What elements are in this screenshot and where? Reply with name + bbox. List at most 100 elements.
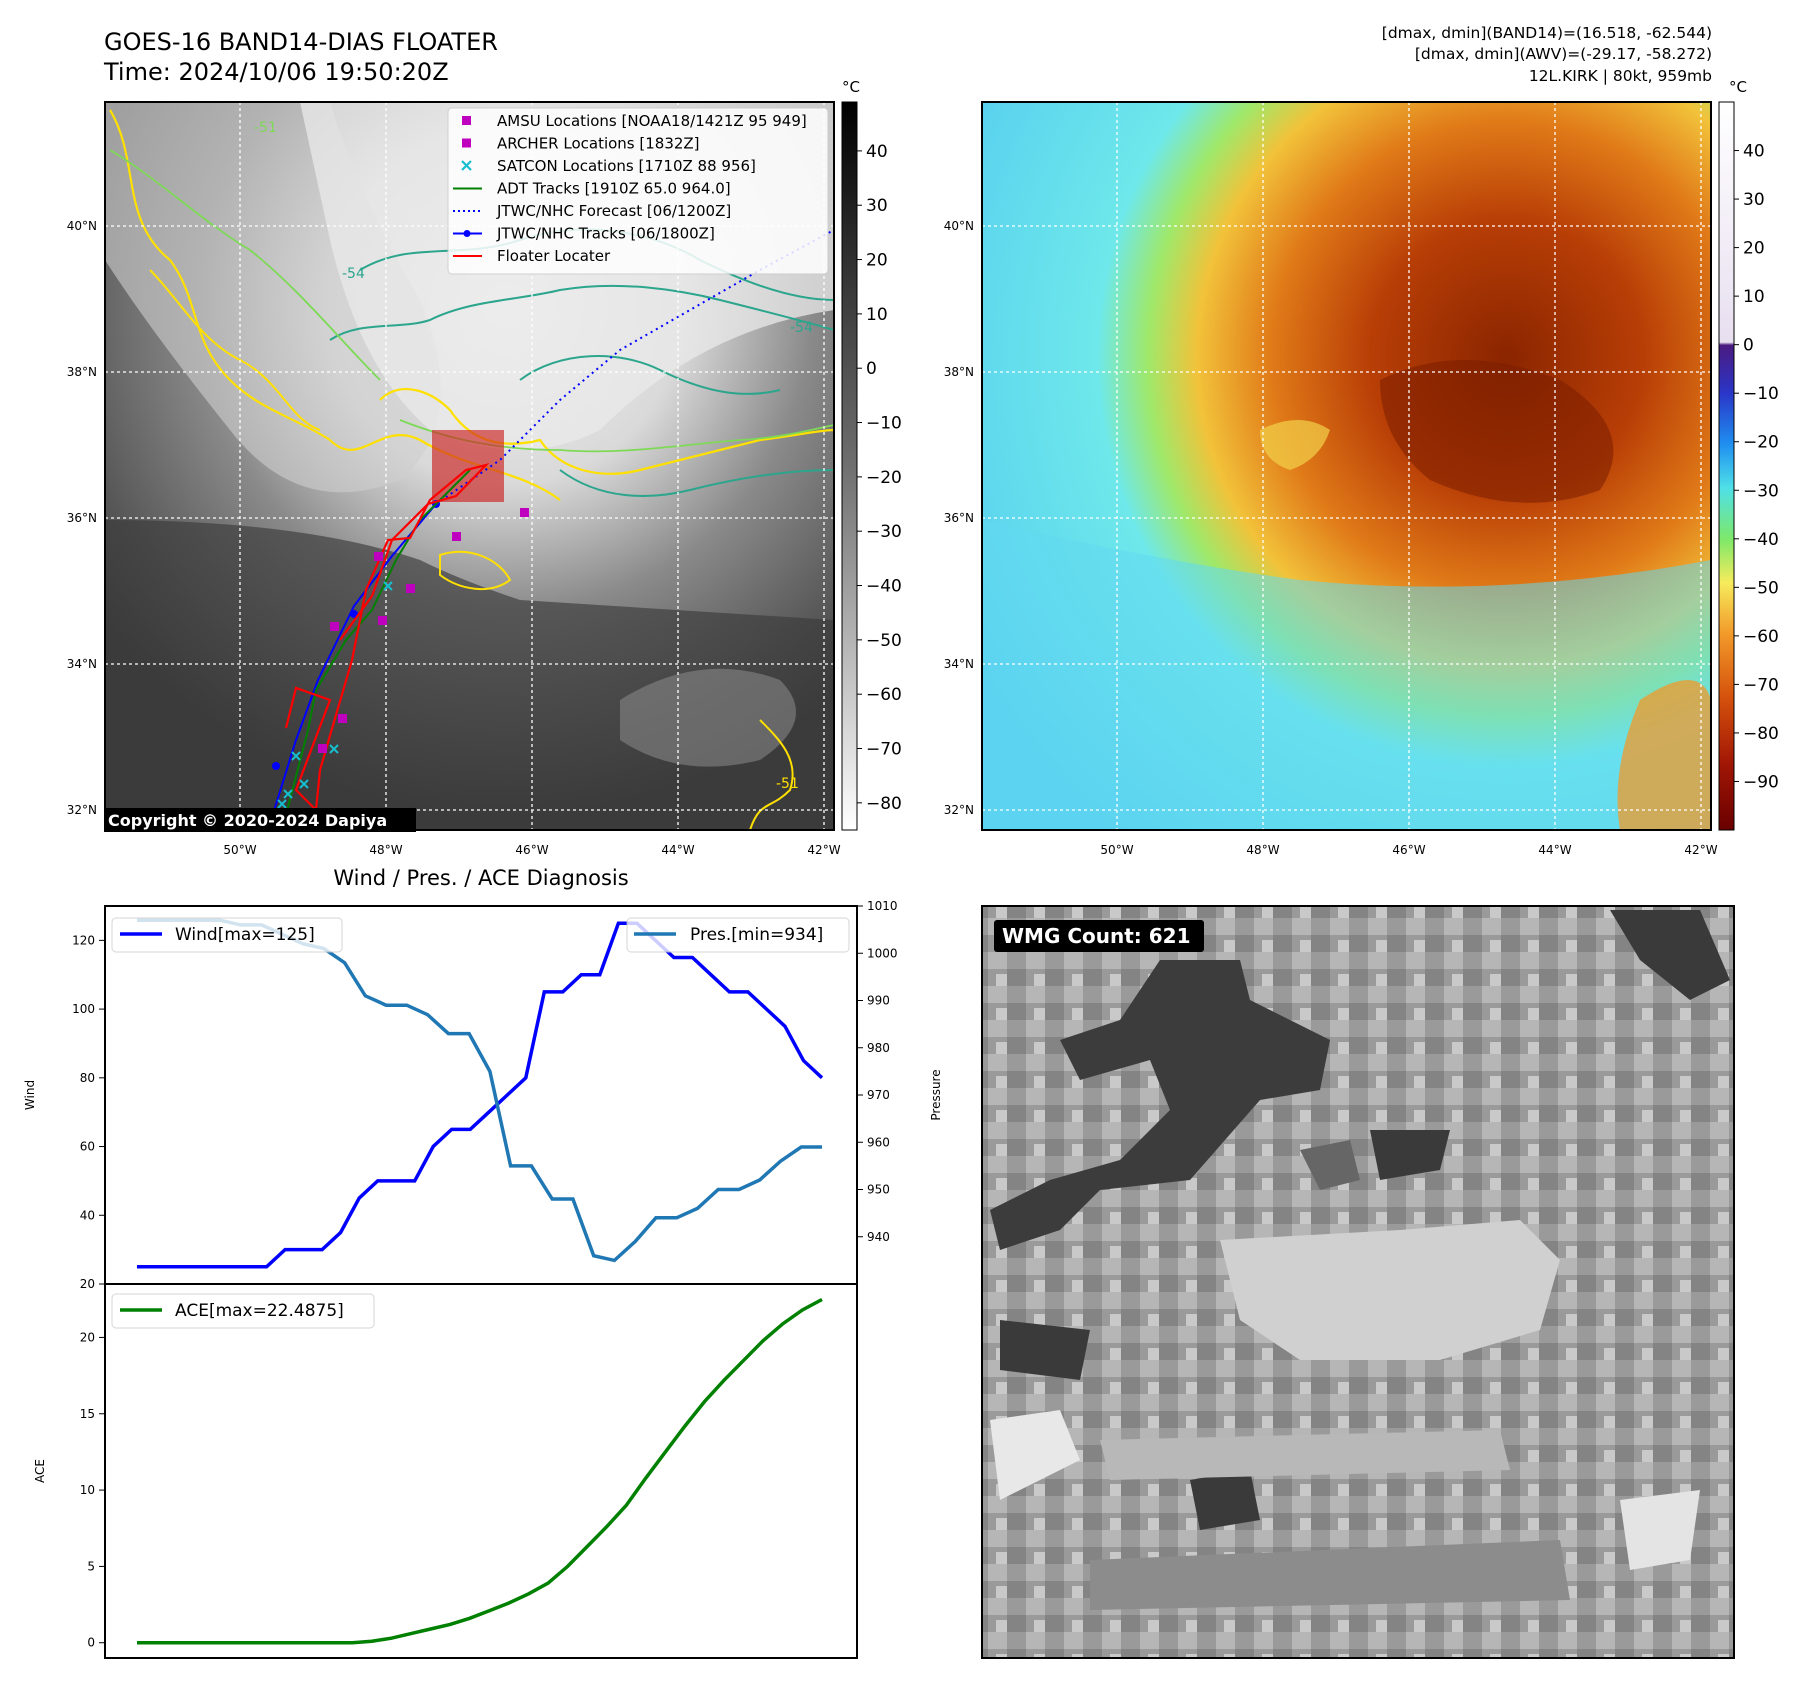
colorbar-tick-label: −50 (866, 631, 902, 651)
series-line-ace (137, 1297, 823, 1645)
colorbar-tick-label: −80 (866, 794, 902, 814)
bt-map-frame (981, 101, 1712, 831)
colorbar-tick-label: 20 (866, 251, 888, 271)
info-band14: [dmax, dmin](BAND14)=(16.518, -62.544) (1382, 24, 1712, 42)
colorbar-tick-label: 30 (866, 196, 888, 216)
bt-map-lat-ticks: 40°N 38°N 36°N 34°N 32°N (944, 219, 974, 817)
wind-axis-label: Wind (23, 1080, 37, 1110)
colorbar-tick-label: 40 (1743, 142, 1765, 162)
colorbar-tick-label: 40 (866, 142, 888, 162)
lon-tick-label: 44°W (661, 843, 694, 857)
ir-map-panel: -54 -54 -51 -51 AMSU Locations [NOAA18/1… (104, 101, 835, 832)
copyright-box (104, 808, 416, 832)
amsu-archer-points (318, 508, 529, 753)
contour-label: -54 (790, 320, 813, 336)
ace-chart: 0 5 10 15 20 ACE[max=22.4875] ACE (33, 1283, 858, 1659)
legend-label: Floater Locater (497, 247, 611, 265)
pressure-legend-box (626, 917, 850, 953)
colorbar-tick-label: 0 (866, 359, 877, 379)
lon-tick-label: 46°W (1392, 843, 1425, 857)
pressure-tick-label: 940 (867, 1230, 890, 1244)
ir-map-lon-ticks: 50°W 48°W 46°W 44°W 42°W (223, 843, 840, 857)
wind-tick-label: 120 (72, 933, 95, 947)
series-line-wind (137, 921, 824, 1269)
colorbar-tick-label: −30 (866, 522, 902, 542)
pressure-tick-label: 960 (867, 1135, 890, 1149)
ace-tick-label: 15 (80, 1407, 95, 1421)
satcon-points (277, 581, 393, 809)
lon-tick-label: 50°W (223, 843, 256, 857)
colorbar-tick-label: −30 (1743, 481, 1779, 501)
colorbar-tick-label: −40 (1743, 530, 1779, 550)
lon-tick-label: 48°W (1246, 843, 1279, 857)
wind-pressure-chart: 20 40 60 80 100 120 940 950 960 970 980 990 1000 1010… (23, 899, 943, 1291)
wmg-panel: WMG Count: 621 (981, 905, 1735, 1659)
ir-map-lat-ticks: 40°N 38°N 36°N 34°N 32°N (67, 219, 97, 817)
pressure-tick-label: 1010 (867, 899, 898, 913)
diagnosis-title: Wind / Pres. / ACE Diagnosis (333, 866, 628, 890)
contour-label: -51 (254, 120, 277, 136)
ace-legend-label: ACE[max=22.4875] (175, 1301, 344, 1321)
wind-tick-label: 20 (80, 1277, 95, 1291)
lat-tick-label: 32°N (67, 803, 97, 817)
jtwc-track-line (267, 503, 437, 830)
ace-tick-label: 20 (80, 1330, 95, 1344)
lat-tick-label: 38°N (944, 365, 974, 379)
colorbar-tick-label: −50 (1743, 578, 1779, 598)
legend-label: JTWC/NHC Tracks [06/1800Z] (496, 225, 715, 243)
lat-tick-label: 36°N (944, 511, 974, 525)
wind-tick-label: 60 (80, 1140, 95, 1154)
legend-label: ARCHER Locations [1832Z] (497, 135, 700, 153)
ace-tick-label: 0 (87, 1636, 95, 1650)
contour-label: -54 (342, 266, 365, 282)
lon-tick-label: 42°W (1684, 843, 1717, 857)
colorbar-tick-label: 10 (866, 305, 888, 325)
wind-legend-label: Wind[max=125] (175, 925, 315, 945)
floater-box (432, 430, 504, 502)
legend-label: JTWC/NHC Forecast [06/1200Z] (496, 202, 731, 220)
colorbar-tick-label: −70 (866, 740, 902, 760)
figure-time: Time: 2024/10/06 19:50:20Z (103, 58, 449, 86)
pressure-tick-label: 990 (867, 994, 890, 1008)
pressure-legend-label: Pres.[min=934] (690, 925, 823, 945)
colorbar-tick-label: 20 (1743, 239, 1765, 259)
legend-marker (463, 230, 471, 237)
lon-tick-label: 44°W (1538, 843, 1571, 857)
lat-tick-label: 34°N (67, 657, 97, 671)
lat-tick-label: 34°N (944, 657, 974, 671)
info-awv: [dmax, dmin](AWV)=(-29.17, -58.272) (1415, 45, 1712, 63)
color-colorbar: °C 40 30 20 10 0 −10 −20 −30 −40 −50 −60 −70 −80 −90 (1718, 78, 1779, 831)
legend-marker (461, 160, 472, 171)
wind-tick-label: 80 (80, 1071, 95, 1085)
lat-tick-label: 38°N (67, 365, 97, 379)
copyright-text: Copyright © 2020-2024 Dapiya (108, 811, 387, 830)
pressure-tick-label: 1000 (867, 946, 898, 960)
wind-tick-label: 40 (80, 1208, 95, 1222)
colorbar-tick-label: 10 (1743, 287, 1765, 307)
lat-tick-label: 40°N (67, 219, 97, 233)
map-legend: AMSU Locations [NOAA18/1421Z 95 949] ARCH… (447, 107, 829, 275)
lon-tick-label: 46°W (515, 843, 548, 857)
wmg-count-text: WMG Count: 621 (1002, 924, 1191, 948)
lat-tick-label: 36°N (67, 511, 97, 525)
lat-tick-label: 32°N (944, 803, 974, 817)
forecast-track (435, 229, 834, 505)
lon-tick-label: 48°W (369, 843, 402, 857)
pressure-tick-label: 980 (867, 1041, 890, 1055)
pressure-axis-label: Pressure (929, 1069, 943, 1120)
bt-map-panel (981, 101, 1712, 831)
lon-tick-label: 42°W (807, 843, 840, 857)
colorbar-tick-label: −40 (866, 577, 902, 597)
colorbar-tick-label: −60 (1743, 627, 1779, 647)
floater-locater-track (284, 462, 490, 813)
ace-tick-label: 10 (80, 1483, 95, 1497)
colorbar-tick-label: 0 (1743, 336, 1754, 356)
colorbar-tick-label: −10 (866, 414, 902, 434)
ace-axis-label: ACE (33, 1459, 47, 1483)
ir-map-frame (104, 101, 835, 831)
wmg-count-box (994, 920, 1204, 952)
ace-legend-box (111, 1293, 375, 1329)
colorbar-tick-label: −70 (1743, 675, 1779, 695)
pressure-tick-label: 970 (867, 1088, 890, 1102)
info-storm: 12L.KIRK | 80kt, 959mb (1529, 67, 1712, 85)
